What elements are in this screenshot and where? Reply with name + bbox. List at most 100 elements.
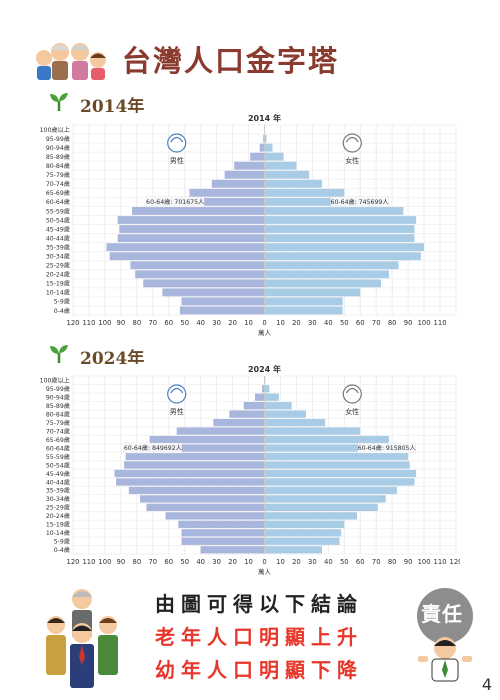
category-label: 5-9歲 [54,298,70,306]
category-label: 90-94歲 [46,393,70,401]
person-hair [345,387,359,394]
female-bar [264,444,411,452]
female-bar [264,410,306,418]
category-label: 35-39歲 [46,487,70,495]
category-label: 30-34歲 [46,495,70,503]
person-hair [170,387,184,394]
tick-label: 60 [356,558,365,566]
category-label: 55-59歲 [46,207,70,215]
annotation-label: 60-64歲: 915805人 [358,444,416,452]
female-bar [264,427,361,435]
female-bar [264,393,279,401]
male-bar [128,444,265,452]
female-bar [264,512,358,520]
category-label: 80-84歲 [46,410,70,418]
female-bar [264,288,361,297]
tick-label: 70 [372,319,381,327]
tick-label: 70 [148,319,157,327]
male-bar [130,261,265,270]
female-bar [264,197,384,206]
tick-label: 20 [228,558,237,566]
annotation-label: 60-64歲: 849692人 [124,444,182,452]
male-bar [262,385,265,393]
female-bar [264,225,415,233]
category-label: 95-99歲 [46,135,70,143]
tick-label: 50 [180,319,189,327]
annotation-label: 60-64歲: 745699人 [331,198,389,206]
female-bar [264,152,284,161]
annotation-box [123,442,183,454]
annotation-box [145,196,205,208]
female-bar [264,306,343,315]
female-bar [264,486,397,495]
tick-label: 80 [133,558,142,566]
category-label: 25-29歲 [46,504,70,512]
category-label: 55-59歲 [46,453,70,461]
annotation-box [357,442,416,454]
category-label: 25-29歲 [46,262,70,270]
tick-label: 40 [324,319,333,327]
female-bar [264,279,381,288]
category-label: 0-4歲 [54,307,70,315]
person-head [342,133,362,153]
category-label: 85-89歲 [46,402,70,410]
female-bar [264,529,342,537]
category-label: 65-69歲 [46,189,70,197]
category-label: 10-14歲 [46,529,70,537]
male-bar [151,197,265,206]
tick-label: 0 [262,319,266,327]
tick-label: 50 [180,558,189,566]
female-bar [264,418,326,427]
tick-label: 30 [308,319,317,327]
male-bar [162,288,265,297]
sprout-icon [48,92,70,116]
category-label: 10-14歲 [46,289,70,297]
tick-label: 10 [276,319,285,327]
male-bar [106,243,265,252]
male-bar [254,393,265,401]
female-bar [264,546,322,554]
tick-label: 40 [324,558,333,566]
tick-label: 100 [418,319,431,327]
tick-label: 20 [292,558,301,566]
person-hair [345,136,359,143]
tick-label: 40 [196,319,205,327]
annotation-label: 60-64歲: 701675人 [146,198,204,206]
tick-label: 50 [340,558,349,566]
person-head [167,384,187,404]
female-bar [264,243,425,252]
family-illustration [30,38,112,82]
conclusion-elderly: 老年人口明顯上升 [155,621,363,650]
category-label: 85-89歲 [46,153,70,161]
tick-label: 20 [292,319,301,327]
category-label: 20-24歲 [46,271,70,279]
person-head [342,384,362,404]
female-bar [264,261,399,270]
x-axis-label: 萬人 [258,567,272,576]
male-bar [181,297,265,306]
female-bar [264,469,417,478]
male-bar [124,461,265,469]
female-bar [264,452,409,461]
male-bar [181,529,265,537]
category-label: 20-24歲 [46,512,70,520]
male-bar [117,234,265,243]
tick-label: 10 [244,558,253,566]
conclusion-heading: 由圖可得以下結論 [155,592,363,616]
sprout-icon [48,344,70,368]
male-bar [229,410,265,418]
tick-label: 120 [67,558,80,566]
female-bar [264,503,378,512]
category-label: 35-39歲 [46,243,70,251]
tick-label: 110 [434,558,447,566]
tick-label: 110 [82,319,95,327]
category-label: 65-69歲 [46,436,70,444]
chart-title: 2024 年 [248,364,281,374]
female-bar [264,385,270,393]
female-bar [264,234,415,243]
tick-label: 100 [418,558,431,566]
category-label: 95-99歲 [46,385,70,393]
page-title: 台灣人口金字塔 [122,44,340,78]
conclusion-children-trend: 下降 [311,658,363,682]
tick-label: 30 [212,319,221,327]
